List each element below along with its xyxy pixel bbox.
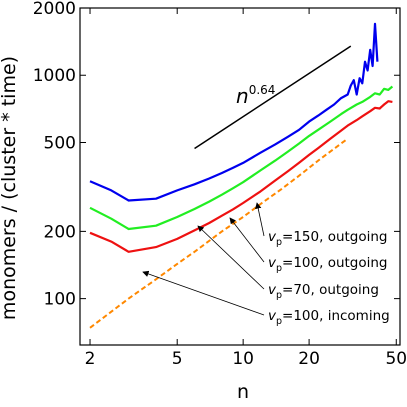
y-tick-label: 200 <box>44 222 76 242</box>
reference-slope-label: n0.64 <box>236 83 275 108</box>
x-tick-label: 5 <box>172 349 183 369</box>
series-label-arrow-0 <box>255 202 265 237</box>
x-tick-label: 10 <box>232 349 254 369</box>
series-label-arrow-3 <box>142 270 265 316</box>
x-tick-label: 50 <box>385 349 407 369</box>
x-tick-label: 20 <box>298 349 320 369</box>
y-tick-label: 100 <box>44 290 76 310</box>
y-axis-title: monomers / (cluster * time) <box>0 56 20 320</box>
x-axis-title: n <box>237 381 249 403</box>
reference-slope-line <box>194 45 352 150</box>
series-line-2 <box>89 100 393 253</box>
series-line-0 <box>89 22 379 202</box>
series-line-1 <box>89 85 394 231</box>
series-label-2: vp=70, outgoing <box>268 282 379 301</box>
plot-area-frame <box>79 7 401 346</box>
series-label-1: vp=100, outgoing <box>268 255 388 274</box>
y-tick-label: 500 <box>44 133 76 153</box>
y-tick-label: 2000 <box>33 0 76 19</box>
series-label-3: vp=100, incoming <box>268 308 390 327</box>
series-label-0: vp=150, outgoing <box>268 229 388 248</box>
x-tick-label: 2 <box>85 349 96 369</box>
series-label-arrow-1 <box>229 217 265 263</box>
series-label-arrow-2 <box>197 225 265 290</box>
y-tick-label: 1000 <box>33 66 76 86</box>
